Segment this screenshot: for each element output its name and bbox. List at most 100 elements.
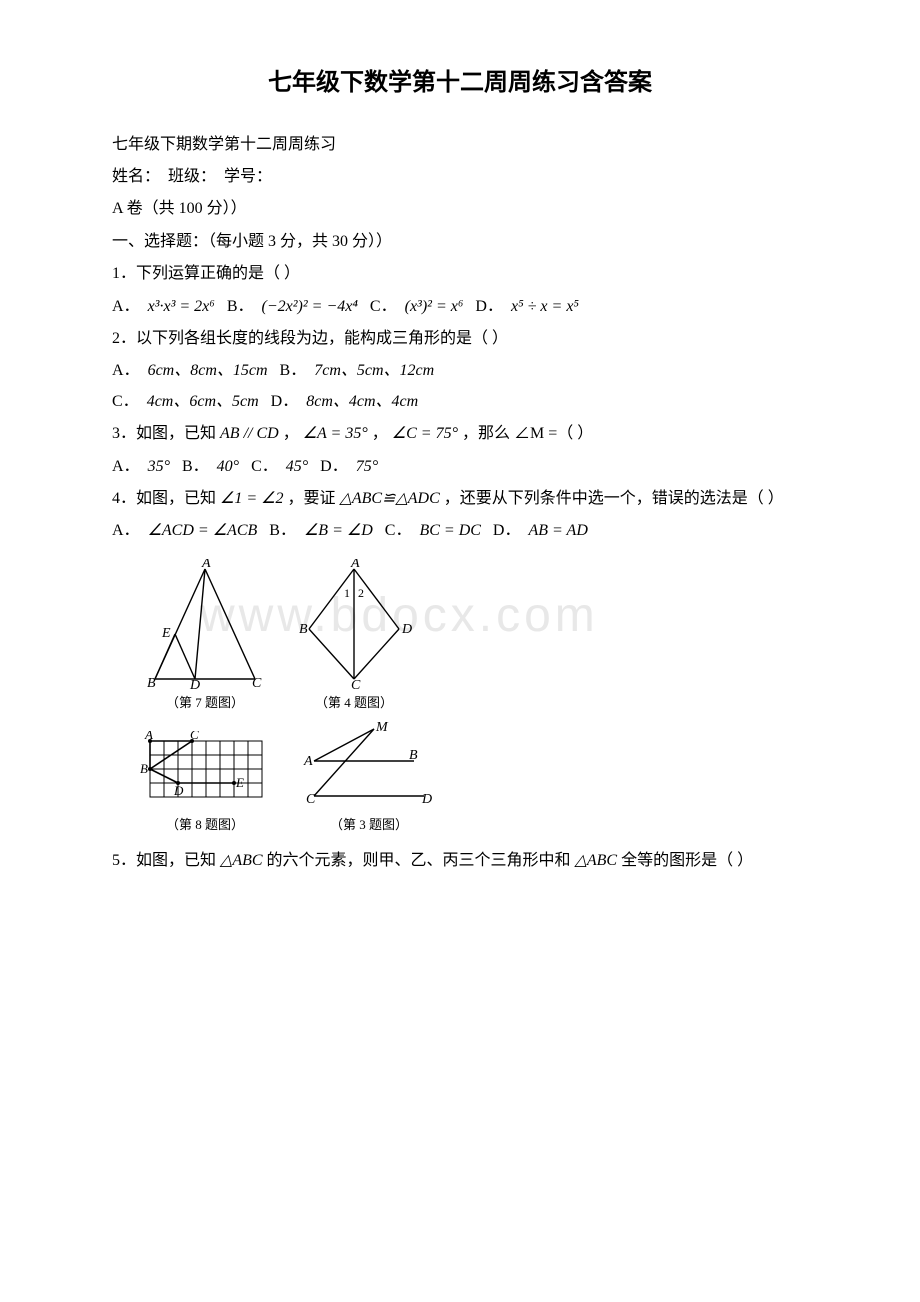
q5-stem-pre: 5．如图，已知 [112,852,220,869]
q1-d: x⁵ ÷ x = x⁵ [511,298,579,315]
q1-a: x³·x³ = 2x⁶ [148,298,215,315]
q4-b-label: B． [269,522,296,539]
q3-options: A． 35° B． 40° C． 45° D． 75° [80,452,840,482]
q1-options: A． x³·x³ = 2x⁶ B． (−2x²)² = −4x⁴ C． (x³)… [80,292,840,322]
q4-d-label: D． [493,522,521,539]
q1-b: (−2x²)² = −4x⁴ [262,298,358,315]
fig8-label-A: A [144,731,153,742]
q5-stem-post: 全等的图形是（ ） [621,852,753,869]
fig3-label-B: B [409,748,418,763]
page-title: 七年级下数学第十二周周练习含答案 [80,60,840,106]
q4-d: AB = AD [528,522,587,539]
fig4-label-D: D [401,622,412,637]
q2-d: 8cm、4cm、4cm [306,393,418,410]
figure-q4-caption: （第 4 题图） [315,691,393,716]
fig4-label-B: B [299,622,308,637]
q4-stem: 4．如图，已知 ∠1 = ∠2 ，要证 △ABC≌△ADC ，还要从下列条件中选… [80,484,840,514]
fig4-label-2: 2 [358,586,364,600]
fig8-label-D: D [173,783,184,798]
figures-row1: A B C D E （第 7 题图） A [140,559,840,716]
q2-a: 6cm、8cm、15cm [148,362,268,379]
figure-q4: A B C D 1 2 （第 4 题图） [294,559,414,716]
q4-angles: ∠1 = ∠2 [220,490,283,507]
q4-a-label: A． [112,522,140,539]
q2-b-label: B． [280,362,307,379]
q4-b: ∠B = ∠D [304,522,373,539]
subtitle: 七年级下期数学第十二周周练习 [80,130,840,160]
q3-sep2: ， [372,425,388,442]
q1-stem: 1．下列运算正确的是（ ） [80,259,840,289]
section-heading: 一、选择题：（每小题 3 分，共 30 分）） [80,227,840,257]
q1-d-label: D． [475,298,503,315]
q4-cong: △ABC≌△ADC [340,490,440,507]
figure-q7-caption: （第 7 题图） [166,691,244,716]
q3-parallel: AB // CD [220,425,279,442]
q1-c-label: C． [370,298,397,315]
q3-d-label: D． [320,458,348,475]
q5-tri1: △ABC [220,852,263,869]
figures-block: A B C D E （第 7 题图） A [140,559,840,838]
q3-a: 35° [148,458,170,475]
q4-stem-mid2: ，要证 [288,490,340,507]
q3-stem: 3．如图，已知 AB // CD ， ∠A = 35° ， ∠C = 75° ，… [80,419,840,449]
fig7-label-A: A [201,559,211,571]
q3-d: 75° [356,458,378,475]
figure-q8-caption: （第 8 题图） [166,813,244,838]
q2-c-label: C． [112,393,139,410]
figure-q3-svg: A B C D M [294,721,444,811]
q3-b-label: B． [182,458,209,475]
q5-stem: 5．如图，已知 △ABC 的六个元素，则甲、乙、丙三个三角形中和 △ABC 全等… [80,846,840,876]
fig4-label-C: C [351,678,361,689]
fig4-label-A: A [350,559,360,571]
fig7-label-E: E [161,626,171,641]
figure-q7: A B C D E （第 7 题图） [140,559,270,716]
figure-q8: A C B D E （第 8 题图） [140,731,270,838]
fig3-label-A: A [303,754,313,769]
q5-tri2: △ABC [575,852,618,869]
q1-c: (x³)² = x⁶ [405,298,464,315]
fig3-label-C: C [306,792,316,807]
fig7-label-D: D [189,678,200,689]
q2-b: 7cm、5cm、12cm [314,362,434,379]
fig4-label-1: 1 [344,586,350,600]
fig8-label-B: B [140,761,148,776]
q2-options-row2: C． 4cm、6cm、5cm D． 8cm、4cm、4cm [80,387,840,417]
q4-c: BC = DC [419,522,480,539]
q3-stem-post: ，那么 ∠M =（ ） [462,425,593,442]
q3-angleC: ∠C = 75° [392,425,458,442]
q2-options-row1: A． 6cm、8cm、15cm B． 7cm、5cm、12cm [80,356,840,386]
q1-a-label: A． [112,298,140,315]
figure-q3-caption: （第 3 题图） [330,813,408,838]
figure-q3: A B C D M （第 3 题图） [294,721,444,838]
q3-angleA: ∠A = 35° [303,425,368,442]
fig7-label-B: B [147,676,156,689]
fig8-label-C: C [190,731,199,742]
q3-stem-pre: 3．如图，已知 [112,425,220,442]
q3-a-label: A． [112,458,140,475]
q3-sep1: ， [283,425,299,442]
q2-a-label: A． [112,362,140,379]
q2-stem: 2．以下列各组长度的线段为边，能构成三角形的是（ ） [80,324,840,354]
q1-b-label: B． [227,298,254,315]
fig3-label-D: D [421,792,432,807]
q5-stem-mid2: 的六个元素，则甲、乙、丙三个三角形中和 [267,852,575,869]
figure-q8-svg: A C B D E [140,731,270,811]
fig7-label-C: C [252,676,262,689]
paper-label: A 卷（共 100 分）） [80,194,840,224]
q4-stem-pre: 4．如图，已知 [112,490,220,507]
q4-c-label: C． [385,522,412,539]
q4-stem-post: ，还要从下列条件中选一个，错误的选法是（ ） [444,490,784,507]
q3-c-label: C． [251,458,278,475]
q3-c: 45° [286,458,308,475]
fig8-label-E: E [235,775,244,790]
q3-b: 40° [217,458,239,475]
q2-d-label: D． [271,393,299,410]
info-line: 姓名： 班级： 学号： [80,162,840,192]
q4-options: A． ∠ACD = ∠ACB B． ∠B = ∠D C． BC = DC D． … [80,516,840,546]
figure-q4-svg: A B C D 1 2 [294,559,414,689]
figures-row2: A C B D E （第 8 题图） A B [140,721,840,838]
q2-c: 4cm、6cm、5cm [147,393,259,410]
fig3-label-M: M [375,721,389,735]
q4-a: ∠ACD = ∠ACB [148,522,258,539]
figure-q7-svg: A B C D E [140,559,270,689]
